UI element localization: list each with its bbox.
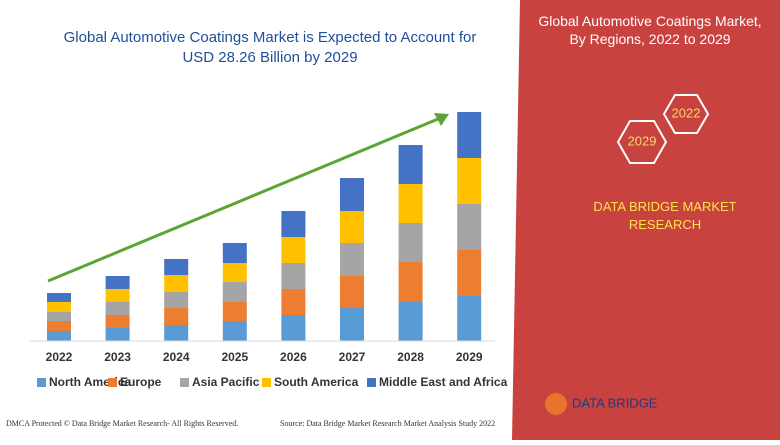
legend-swatch [180, 378, 189, 387]
x-tick-label: 2022 [46, 350, 73, 364]
bar-segment [457, 158, 482, 204]
bar-segment [222, 321, 247, 341]
x-tick-label: 2026 [280, 350, 307, 364]
bar-segment [340, 211, 364, 243]
x-tick-label: 2028 [397, 350, 424, 364]
bar-segment [398, 145, 423, 184]
bar-segment [457, 204, 482, 250]
bar-segment [457, 296, 482, 341]
bar-segment [47, 321, 71, 331]
x-tick-label: 2023 [104, 350, 131, 364]
bar-segment [47, 293, 71, 302]
bar-segment [457, 250, 482, 296]
brand-text: DATA BRIDGE MARKET RESEARCH [593, 199, 736, 232]
bar-segment [47, 331, 71, 341]
arrow-head [434, 113, 449, 126]
bar-segment [457, 112, 482, 158]
legend-label: Asia Pacific [192, 375, 260, 389]
side-panel [512, 0, 780, 440]
footer-text: DMCA Protected © Data Bridge Market Rese… [6, 419, 238, 428]
bar-segment [340, 178, 364, 211]
hex-label: 2022 [672, 105, 701, 120]
x-tick-label: 2027 [339, 350, 366, 364]
bar-segment [222, 302, 247, 321]
legend-label: Middle East and Africa [379, 375, 508, 389]
bar-segment [340, 243, 364, 276]
bar-segment [281, 263, 306, 289]
bar-segment [222, 282, 247, 302]
bar-segment [398, 184, 423, 223]
hexagon [616, 120, 668, 164]
bar-segment [281, 289, 306, 315]
bar-segment [164, 275, 189, 292]
legend-swatch [367, 378, 376, 387]
bar-segment [222, 263, 247, 282]
bar-segment [281, 315, 306, 341]
bar-segment [164, 292, 189, 308]
logo-icon [545, 393, 567, 415]
x-tick-label: 2025 [221, 350, 248, 364]
logo-text: DATA BRIDGE [572, 395, 658, 410]
bar-segment [47, 312, 71, 321]
bar-segment [398, 262, 423, 302]
bar-segment [105, 276, 130, 289]
bar-segment [281, 237, 306, 263]
hex-label: 2029 [628, 133, 657, 148]
bar-segment [281, 211, 306, 237]
bar-segment [164, 308, 189, 325]
footer-source: Source: Data Bridge Market Research Mark… [280, 419, 495, 428]
bar-segment [105, 328, 130, 341]
x-tick-label: 2029 [456, 350, 483, 364]
hexagon [662, 94, 710, 134]
bar-segment [105, 315, 130, 328]
bar-segment [222, 243, 247, 263]
legend-swatch [37, 378, 46, 387]
trend-arrow [47, 117, 439, 283]
legend-swatch [108, 378, 117, 387]
bar-segment [398, 302, 423, 341]
legend-swatch [262, 378, 271, 387]
bar-segment [47, 302, 71, 312]
chart-title: Global Automotive Coatings Market is Exp… [64, 29, 477, 66]
bar-segment [164, 259, 189, 275]
bar-segment [340, 308, 364, 341]
bar-segment [105, 302, 130, 315]
bar-segment [398, 223, 423, 262]
bar-segment [164, 325, 189, 341]
bar-segment [340, 276, 364, 308]
panel-title: Global Automotive Coatings Market, By Reg… [538, 13, 761, 47]
x-tick-label: 2024 [163, 350, 190, 364]
legend-label: Europe [120, 375, 162, 389]
legend-label: South America [274, 375, 359, 389]
bar-segment [105, 289, 130, 302]
